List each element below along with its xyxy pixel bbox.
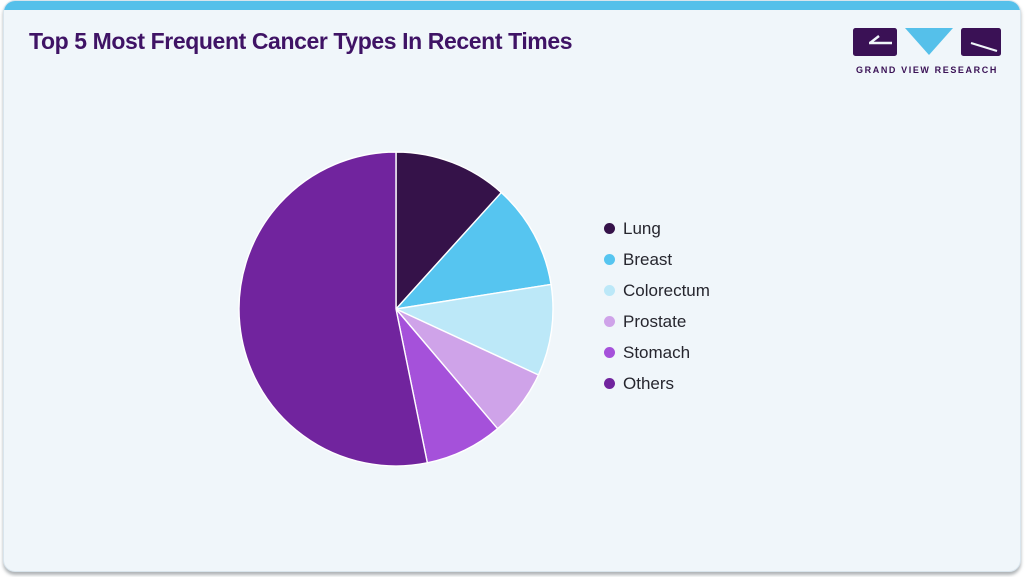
legend-swatch-prostate (604, 316, 615, 327)
page-title: Top 5 Most Frequent Cancer Types In Rece… (29, 28, 573, 54)
legend-swatch-colorectum (604, 285, 615, 296)
gvr-logo-icon (853, 28, 1001, 56)
legend-item-others: Others (604, 368, 710, 399)
pie-slice-colorectum (395, 283, 554, 376)
legend-item-breast: Breast (604, 244, 710, 275)
legend-item-stomach: Stomach (604, 337, 710, 368)
legend-swatch-lung (604, 223, 615, 234)
legend-label-others: Others (623, 373, 675, 393)
brand-logo-text: GRAND VIEW RESEARCH (856, 65, 998, 75)
pie-slice-others (238, 151, 429, 467)
legend-label-colorectum: Colorectum (623, 280, 710, 300)
brand-logo: GRAND VIEW RESEARCH (852, 27, 1002, 75)
legend-label-breast: Breast (623, 249, 673, 269)
chart-legend: Lung Breast Colorectum Prostate Stomach … (604, 213, 710, 399)
legend-swatch-others (604, 378, 615, 389)
legend-swatch-breast (604, 254, 615, 265)
accent-top-bar (4, 1, 1020, 10)
legend-label-lung: Lung (623, 218, 661, 238)
infographic-card: Top 5 Most Frequent Cancer Types In Rece… (3, 0, 1021, 572)
pie-slice-lung (395, 151, 502, 310)
legend-swatch-stomach (604, 347, 615, 358)
pie-slice-breast (395, 191, 552, 310)
pie-chart (238, 151, 554, 467)
legend-label-stomach: Stomach (623, 342, 691, 362)
legend-item-colorectum: Colorectum (604, 275, 710, 306)
legend-item-prostate: Prostate (604, 306, 710, 337)
legend-item-lung: Lung (604, 213, 710, 244)
legend-label-prostate: Prostate (623, 311, 687, 331)
